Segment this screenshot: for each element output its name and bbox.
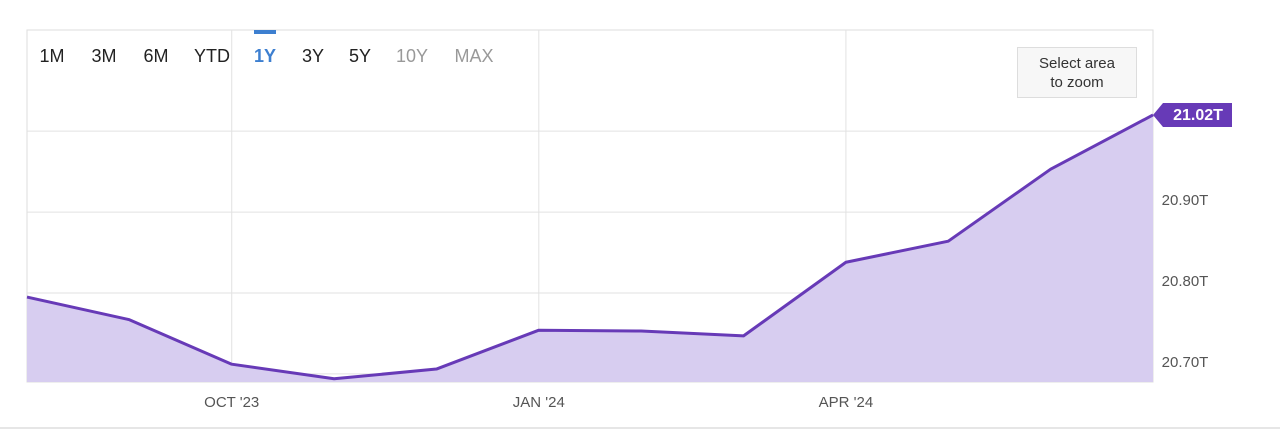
range-button[interactable]: 3Y	[302, 46, 324, 66]
range-button: 10Y	[396, 46, 428, 66]
x-tick-label: JAN '24	[513, 394, 565, 411]
last-value-label: 21.02T	[1173, 107, 1223, 124]
x-tick-label: OCT '23	[204, 394, 259, 411]
range-button: MAX	[454, 46, 493, 66]
y-tick-label: 20.70T	[1162, 354, 1209, 371]
area-fill	[27, 114, 1153, 382]
y-tick-label: 20.80T	[1162, 273, 1209, 290]
range-button[interactable]: YTD	[194, 46, 230, 66]
line	[26, 113, 1154, 381]
range-button[interactable]: 1M	[39, 46, 64, 66]
range-button[interactable]: 3M	[91, 46, 116, 66]
range-button[interactable]: 6M	[143, 46, 168, 66]
active-indicator	[254, 30, 276, 34]
zoom-hint[interactable]: Select area to zoom	[1017, 47, 1137, 98]
range-button[interactable]: 1Y	[254, 46, 276, 66]
range-button[interactable]: 5Y	[349, 46, 371, 66]
x-tick-label: APR '24	[819, 394, 874, 411]
y-tick-label: 20.90T	[1162, 192, 1209, 209]
last-value-tag	[1153, 102, 1232, 127]
